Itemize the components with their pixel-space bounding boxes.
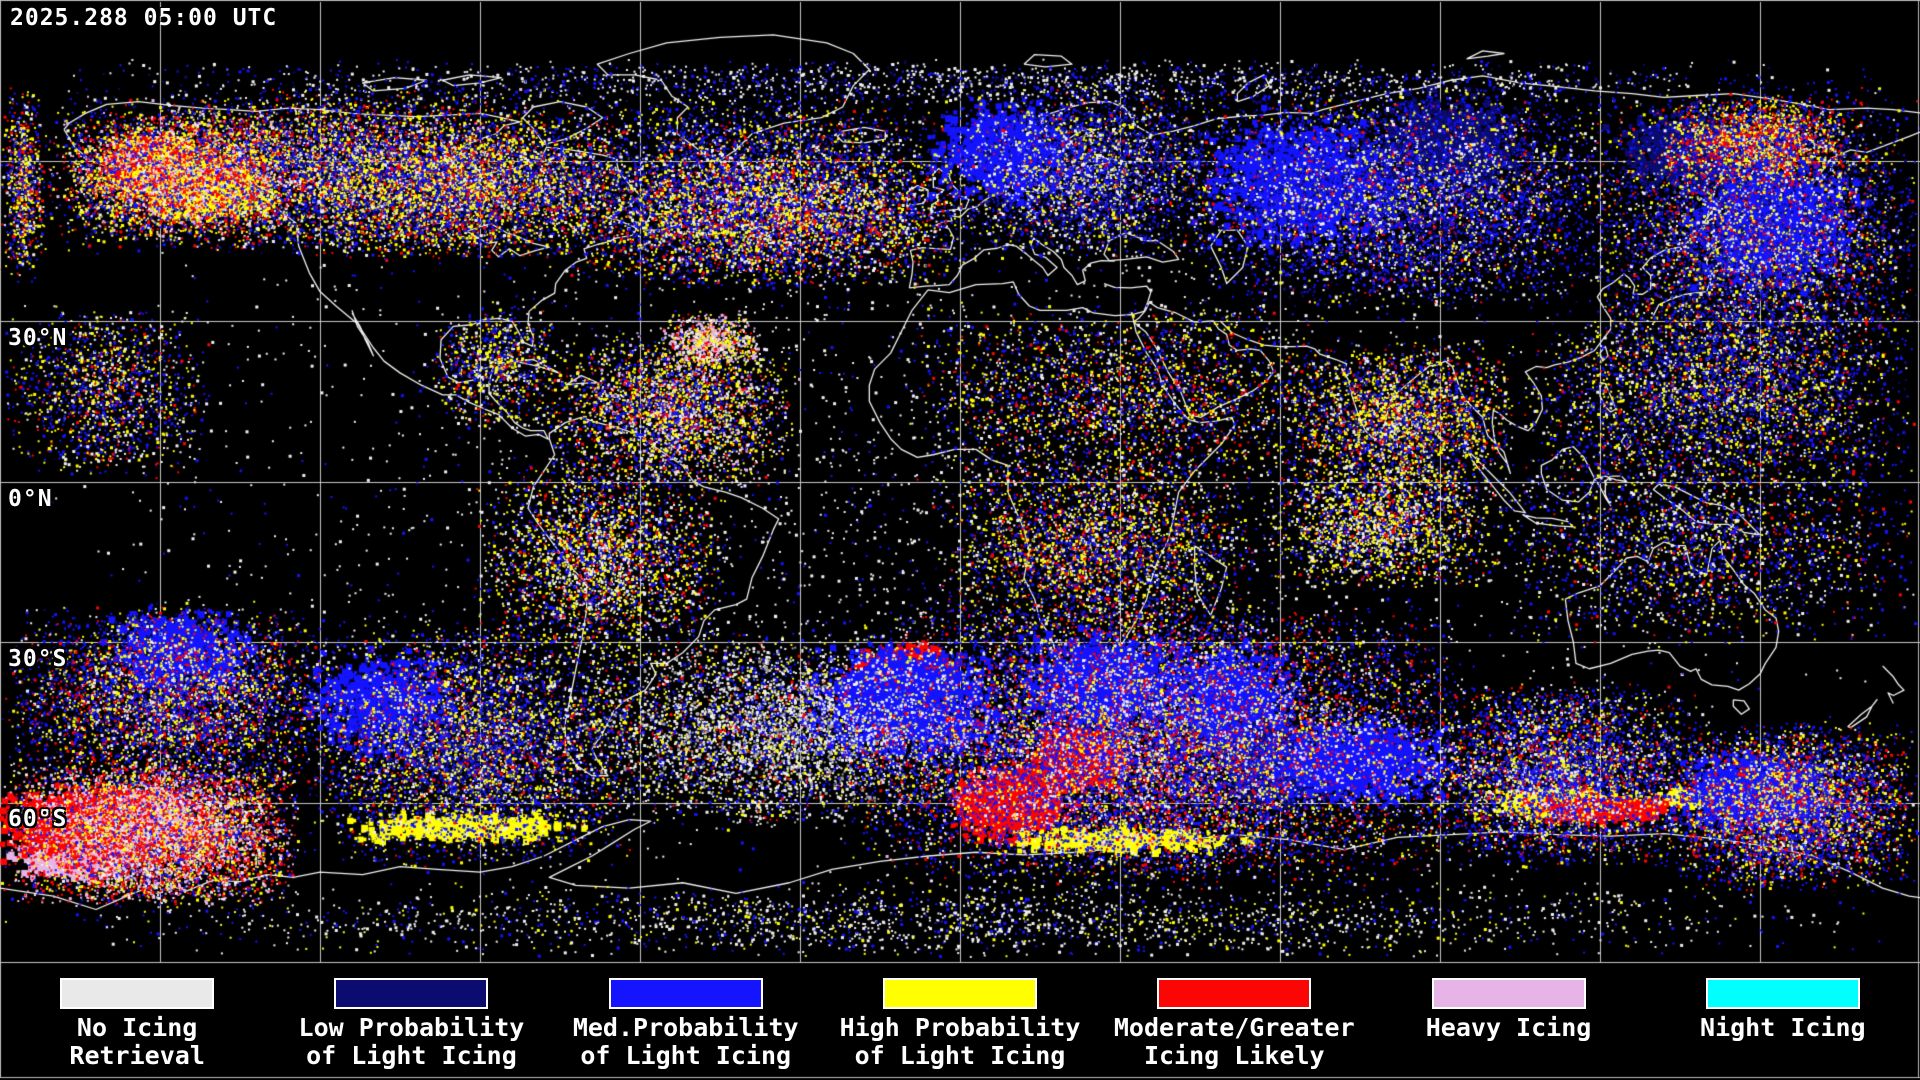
heavy-icing-swatch-icon [1431,978,1586,1009]
legend-label: No Icing [76,1013,198,1042]
low-probability-swatch-icon [334,978,489,1009]
legend-label: Low Probability [298,1013,525,1042]
legend-label: Night Icing [1700,1013,1866,1042]
legend-label: of Light Icing [306,1041,517,1070]
no-icing-swatch-icon [60,978,215,1009]
legend-label: Med.Probability [572,1013,799,1042]
latitude-label-30n: 30°N [8,325,68,351]
med-probability-swatch-icon [608,978,763,1009]
legend-label: Moderate/Greater [1113,1013,1355,1042]
legend-item-heavy-icing: Heavy Icing [1371,966,1645,1080]
moderate-greater-swatch-icon [1157,978,1312,1009]
legend-item-med-probability: Med.Probability of Light Icing [549,966,823,1080]
legend-label: Heavy Icing [1425,1013,1592,1042]
legend: No Icing Retrieval Low Probability of Li… [0,966,1920,1080]
legend-item-no-icing: No Icing Retrieval [0,966,274,1080]
legend-label: High Probability [839,1013,1081,1042]
legend-label: Icing Likely [1143,1041,1325,1070]
legend-label: Retrieval [69,1041,205,1070]
latitude-label-0n: 0°N [8,486,53,512]
legend-item-high-probability: High Probability of Light Icing [823,966,1097,1080]
night-icing-swatch-icon [1705,978,1860,1009]
legend-label: of Light Icing [580,1041,792,1070]
legend-item-moderate-greater: Moderate/Greater Icing Likely [1097,966,1371,1080]
latitude-label-30s: 30°S [8,646,68,672]
high-probability-swatch-icon [882,978,1037,1009]
legend-label: of Light Icing [854,1041,1066,1070]
latitude-label-60s: 60°S [8,806,68,832]
timestamp: 2025.288 05:00 UTC [10,5,278,31]
legend-item-low-probability: Low Probability of Light Icing [274,966,548,1080]
legend-item-night-icing: Night Icing [1646,966,1920,1080]
